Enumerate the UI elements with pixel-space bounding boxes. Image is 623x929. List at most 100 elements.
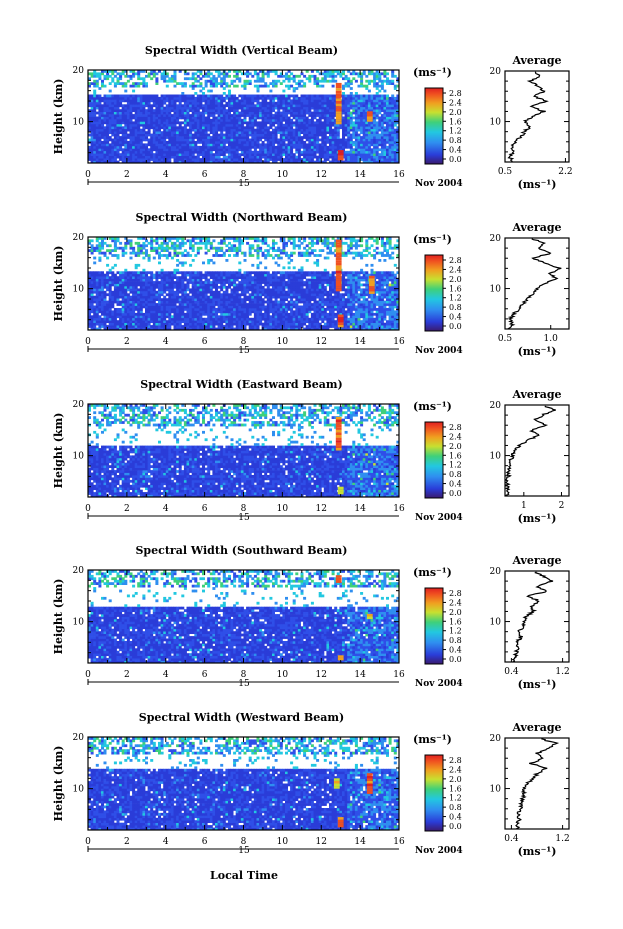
heatmap-cell: [155, 136, 158, 139]
heatmap-cell: [345, 153, 348, 156]
heatmap-cell: [295, 158, 298, 161]
heatmap-cell: [231, 121, 234, 124]
heatmap-cell: [142, 134, 145, 137]
heatmap-cell: [326, 148, 329, 151]
heatmap-cell: [127, 134, 130, 137]
heatmap-cell: [352, 117, 355, 120]
heatmap-cell: [202, 107, 205, 110]
heatmap-cell: [241, 95, 244, 98]
heatmap-cell: [189, 313, 192, 316]
heatmap-cell: [197, 117, 200, 120]
heatmap-cell: [137, 97, 140, 100]
heatmap-cell: [96, 313, 99, 316]
heatmap-cell: [295, 97, 298, 100]
heatmap-cell: [347, 80, 350, 83]
heatmap-cell: [109, 107, 112, 110]
heatmap-cell: [262, 308, 265, 311]
heatmap-cell: [106, 306, 109, 309]
heatmap-cell: [174, 153, 177, 156]
heatmap-cell: [91, 131, 94, 134]
heatmap-cell: [171, 95, 174, 98]
heatmap-cell: [184, 102, 187, 105]
heatmap-cell: [189, 320, 192, 323]
heatmap-cell: [368, 323, 371, 326]
heatmap-cell: [378, 95, 381, 98]
heatmap-cell: [192, 143, 195, 146]
heatmap-cell: [127, 141, 130, 144]
heatmap-cell: [324, 323, 327, 326]
heatmap-cell: [225, 124, 228, 127]
day-label: 15: [238, 179, 250, 189]
heatmap-cell: [106, 75, 109, 78]
heatmap-cell: [142, 126, 145, 129]
heatmap-cell: [378, 97, 381, 100]
heatmap-cell: [111, 77, 114, 80]
heatmap-cell: [161, 72, 164, 75]
heatmap-cell: [264, 136, 267, 139]
heatmap-cell: [98, 318, 101, 321]
heatmap-cell: [378, 126, 381, 129]
heatmap-cell: [192, 97, 195, 100]
heatmap-cell: [342, 131, 345, 134]
heatmap-cell: [122, 303, 125, 306]
heatmap-cell: [158, 141, 161, 144]
heatmap-cell: [316, 323, 319, 326]
heatmap-cell: [176, 313, 179, 316]
heatmap-cell: [365, 126, 368, 129]
heatmap-cell: [104, 112, 107, 115]
heatmap-cell: [373, 146, 376, 149]
heatmap-cell: [236, 136, 239, 139]
heatmap-cell: [251, 318, 254, 321]
heatmap-cell: [119, 318, 122, 321]
heatmap-cell: [111, 151, 114, 154]
heatmap-cell: [290, 153, 293, 156]
heatmap-cell: [119, 139, 122, 142]
heatmap-cell: [290, 99, 293, 102]
heatmap-cell: [114, 114, 117, 117]
heatmap-cell: [215, 77, 218, 80]
heatmap-cell: [205, 82, 208, 85]
heatmap-cell: [124, 151, 127, 154]
heatmap-cell: [301, 114, 304, 117]
panel-1: Spectral Width (Vertical Beam)0 2 4 6 8 10 12 1…: [52, 44, 573, 191]
heatmap-cell: [334, 306, 337, 309]
heatmap-cell: [96, 134, 99, 137]
heatmap-cell: [179, 320, 182, 323]
heatmap-cell: [218, 114, 221, 117]
heatmap-cell: [199, 320, 202, 323]
heatmap-cell: [106, 308, 109, 311]
heatmap-cell: [368, 143, 371, 146]
heatmap-cell: [130, 112, 133, 115]
heatmap-cell: [187, 148, 190, 151]
heatmap-cell: [137, 126, 140, 129]
heatmap-cell: [205, 112, 208, 115]
heatmap-cell: [117, 141, 120, 144]
heatmap-cell: [308, 129, 311, 132]
heatmap-cell: [342, 107, 345, 110]
heatmap-cell: [272, 121, 275, 124]
heatmap-cell: [282, 318, 285, 321]
heatmap-cell: [225, 148, 228, 151]
heatmap-cell: [311, 320, 314, 323]
heatmap-cell: [241, 112, 244, 115]
heatmap-cell: [148, 151, 151, 154]
heatmap-cell: [386, 109, 389, 112]
heatmap-cell: [181, 121, 184, 124]
heatmap-cell: [225, 313, 228, 316]
heatmap-cell: [155, 121, 158, 124]
heatmap-cell: [282, 95, 285, 98]
heatmap-cell: [257, 146, 260, 149]
heatmap-cell: [150, 313, 153, 316]
heatmap-cell: [365, 323, 368, 326]
heatmap-cell: [339, 139, 342, 142]
heatmap-cell: [98, 95, 101, 98]
heatmap-cell: [383, 131, 386, 134]
heatmap-cell: [187, 143, 190, 146]
heatmap-cell: [249, 139, 252, 142]
heatmap-cell: [244, 117, 247, 120]
heatmap-cell: [267, 153, 270, 156]
heatmap-cell: [365, 153, 368, 156]
heatmap-cell: [373, 139, 376, 142]
heatmap-cell: [316, 95, 319, 98]
heatmap-cell: [275, 139, 278, 142]
